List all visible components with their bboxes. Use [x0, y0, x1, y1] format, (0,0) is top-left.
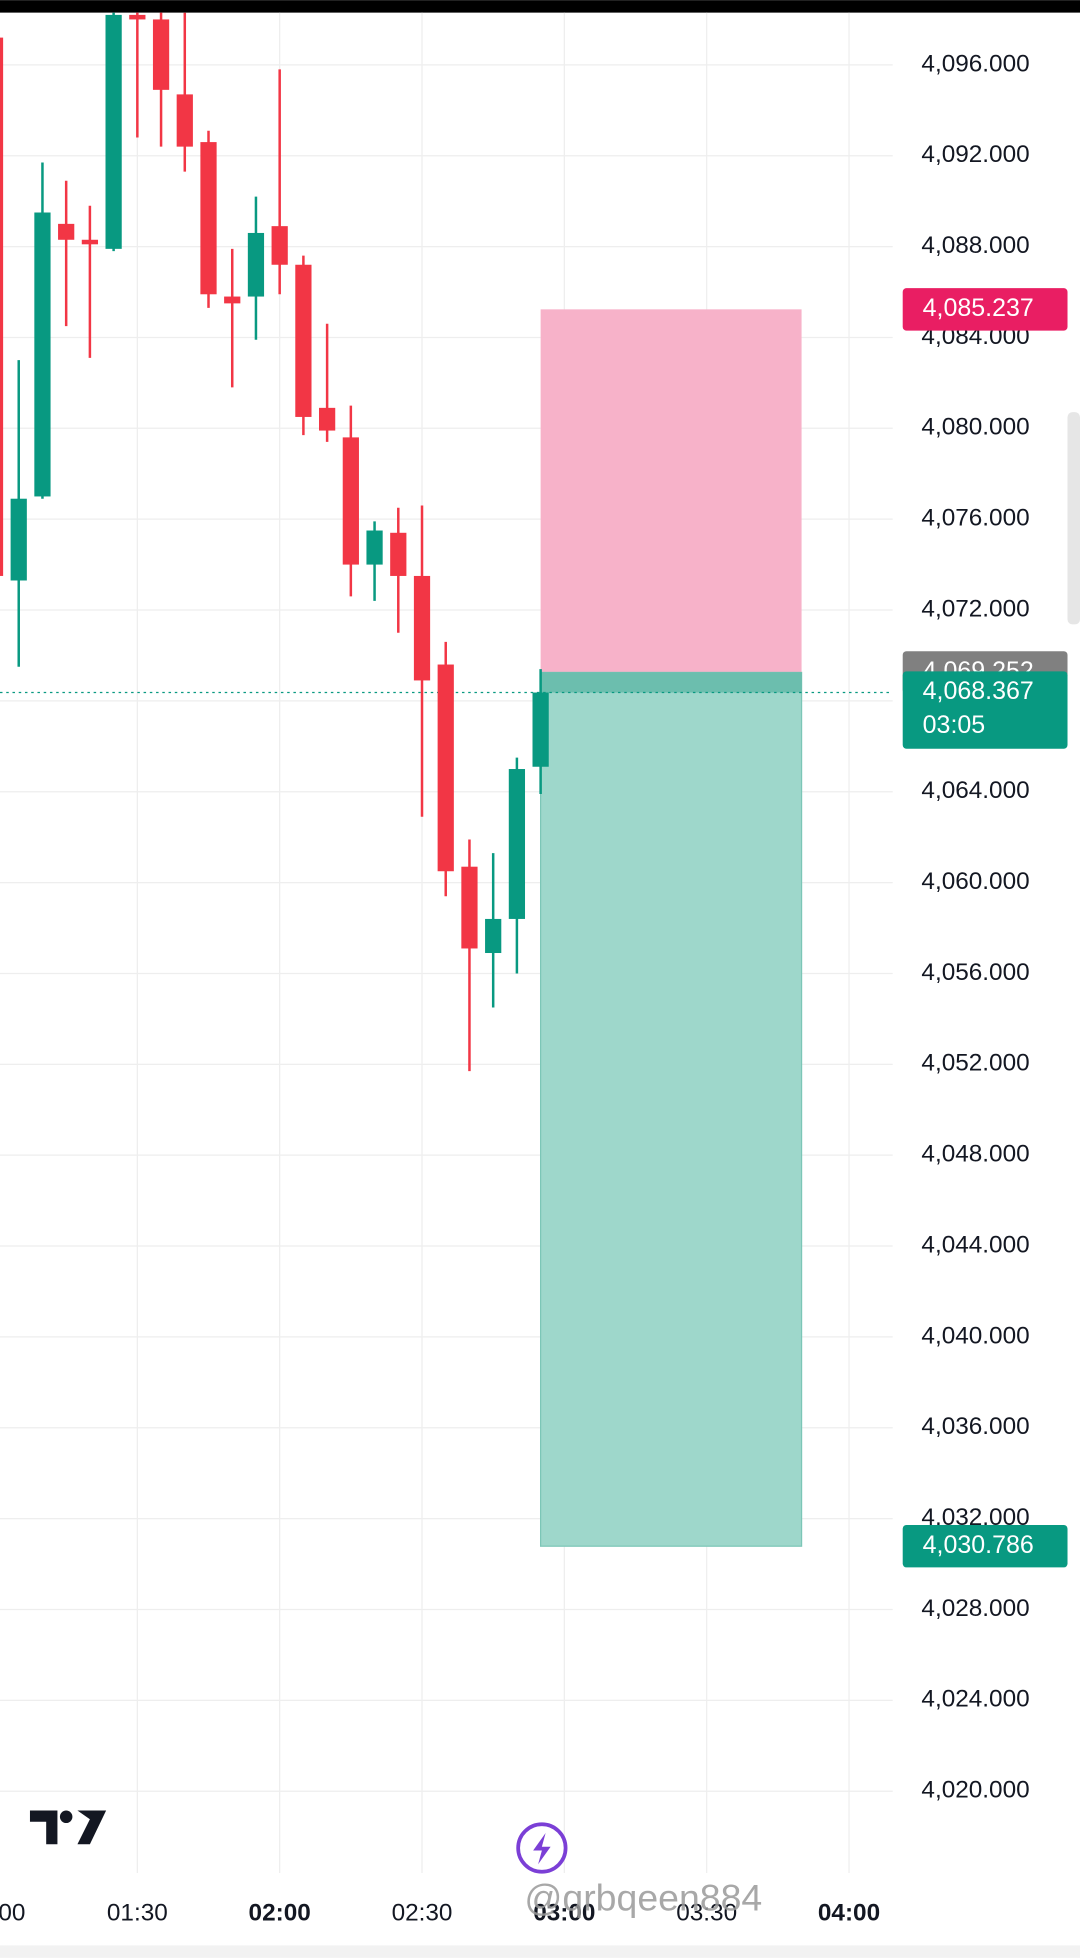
candle-body — [81, 239, 99, 245]
candle-body — [413, 575, 431, 681]
candle-body — [366, 530, 383, 565]
x-tick-label: 01:30 — [107, 1900, 168, 1927]
candle-body — [105, 14, 122, 249]
plot-area — [0, 12, 893, 1547]
y-tick-label: 4,024.000 — [921, 1686, 1029, 1713]
candle-body — [129, 14, 146, 20]
price-label: 4,030.786 — [923, 1531, 1034, 1559]
y-tick-label: 4,092.000 — [921, 141, 1029, 168]
candle-body — [200, 142, 217, 295]
candle-body — [0, 37, 4, 576]
y-tick-label: 4,020.000 — [921, 1777, 1029, 1804]
candle-body — [390, 532, 407, 576]
watermark: @qrbqeen884 — [524, 1876, 762, 1918]
y-tick-label: 4,040.000 — [921, 1322, 1029, 1349]
status-bar — [0, 0, 1080, 13]
y-tick-label: 4,052.000 — [921, 1050, 1029, 1077]
price-label-box — [902, 671, 1068, 749]
candle-body — [152, 19, 170, 90]
x-tick-label: 01:00 — [0, 1900, 25, 1927]
entry-band — [540, 672, 802, 693]
y-tick-label: 4,064.000 — [921, 777, 1029, 804]
candle-body — [342, 437, 359, 565]
y-tick-label: 4,072.000 — [921, 595, 1029, 622]
y-tick-label: 4,088.000 — [921, 232, 1029, 259]
candle-body — [319, 407, 336, 431]
candle-body — [176, 94, 193, 147]
y-tick-label: 4,080.000 — [921, 414, 1029, 441]
x-tick-label: 02:30 — [392, 1900, 453, 1927]
candle-body — [461, 866, 478, 949]
y-tick-label: 4,096.000 — [921, 50, 1029, 77]
tradingview-logo — [29, 1810, 107, 1845]
candle-body — [58, 223, 75, 240]
x-tick-label: 03:00 — [533, 1900, 595, 1927]
y-tick-label: 4,036.000 — [921, 1413, 1029, 1440]
y-tick-label: 4,060.000 — [921, 868, 1029, 895]
y-tick-label: 4,048.000 — [921, 1141, 1029, 1168]
x-tick-label: 04:00 — [818, 1900, 880, 1927]
countdown: 03:05 — [923, 711, 985, 739]
price-label-box — [902, 1524, 1068, 1568]
y-tick-label: 4,044.000 — [921, 1231, 1029, 1258]
x-tick-label: 03:30 — [676, 1900, 737, 1927]
candle-body — [247, 232, 265, 297]
y-tick-label: 4,028.000 — [921, 1595, 1029, 1622]
price-axis: 4,096.0004,092.0004,088.0004,084.0004,08… — [902, 50, 1068, 1804]
candle-body — [437, 664, 454, 872]
lightning-button[interactable] — [516, 1822, 568, 1874]
x-tick-label: 02:00 — [249, 1900, 311, 1927]
candle-body — [10, 498, 27, 581]
candle-body — [271, 226, 288, 265]
scroll-handle[interactable] — [1067, 412, 1080, 625]
candle-body — [295, 264, 312, 417]
stop-zone — [540, 309, 802, 673]
bottom-strip — [0, 1945, 1080, 1958]
candle-body — [224, 296, 241, 304]
price-label-box — [902, 288, 1068, 331]
price-label: 4,085.237 — [923, 294, 1034, 322]
y-tick-label: 4,056.000 — [921, 959, 1029, 986]
price-label: 4,068.367 — [923, 677, 1034, 705]
candle-body — [34, 212, 51, 497]
target-zone — [540, 671, 803, 1547]
candle-body — [508, 769, 526, 919]
y-tick-label: 4,076.000 — [921, 505, 1029, 532]
candle-body — [532, 692, 549, 767]
candle-body — [485, 918, 502, 954]
